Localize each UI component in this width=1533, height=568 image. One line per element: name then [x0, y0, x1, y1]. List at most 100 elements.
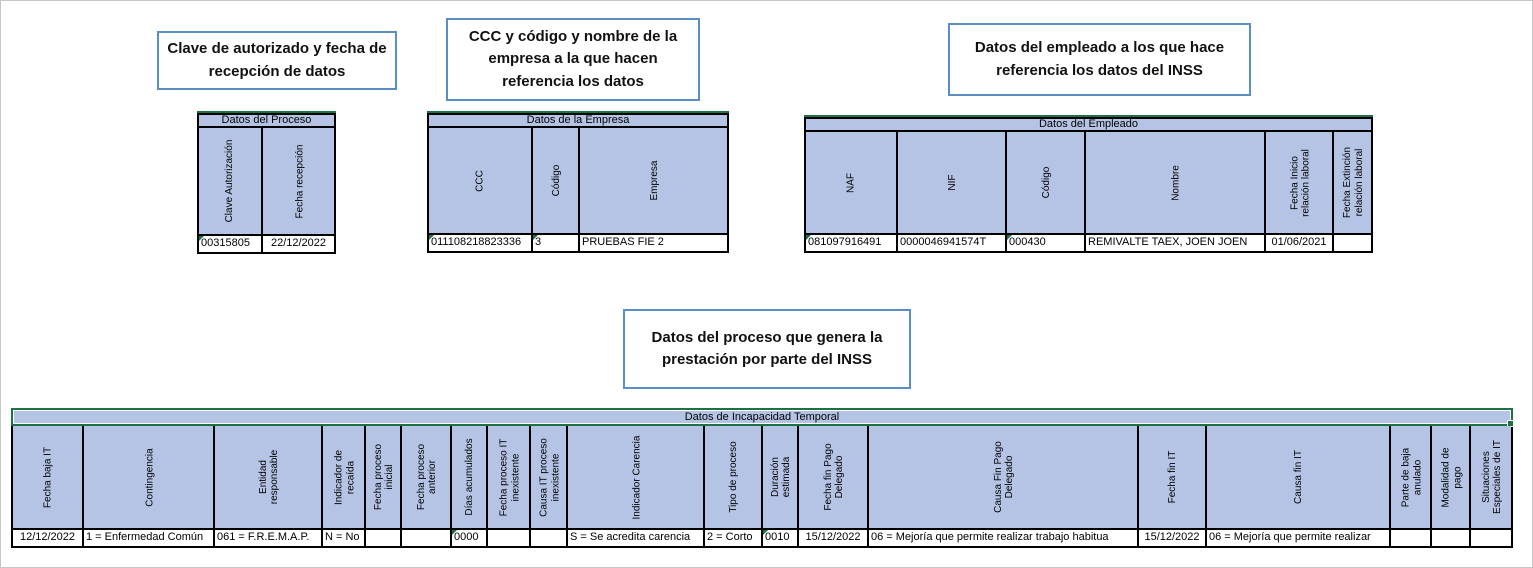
column-header-fecha-inicio-relaci-n-laboral: Fecha Inicio relación laboral — [1264, 132, 1332, 233]
column-header-fecha-fin-it: Fecha fin IT — [1137, 426, 1205, 528]
column-header-label: Fecha proceso IT inexistente — [498, 438, 521, 516]
column-header-d-as-acumulados: Días acumulados — [450, 426, 486, 528]
column-header-label: Modalidad de pago — [1440, 446, 1463, 508]
column-header-naf: NAF — [806, 132, 896, 233]
cell-modalidad-de-pago — [1430, 528, 1469, 546]
column-header-fecha-proceso-anterior: Fecha proceso anterior — [400, 426, 450, 528]
column-header-label: Código — [1040, 166, 1052, 199]
table-grid: NAF NIF Código Nombre Fecha Inicio relación … — [804, 132, 1373, 253]
column-header-label: Fecha Inicio relación laboral — [1288, 148, 1312, 217]
column-header-clave-autorizaci-n: Clave Autorización — [199, 128, 261, 234]
column-header-label: Duración estimada — [769, 456, 793, 498]
column-header-label: Empresa — [648, 160, 660, 201]
column-header-nombre: Nombre — [1084, 132, 1264, 233]
callout-clave-autorizado: Clave de autorizado y fecha de recepción… — [157, 31, 397, 90]
column-header-label: Nombre — [1170, 164, 1182, 201]
column-header-parte-de-baja-anulado: Parte de baja anulado — [1389, 426, 1430, 528]
text-number-flag-icon — [533, 235, 538, 240]
column-header-label: Código — [550, 164, 562, 197]
cell-naf: 081097916491 — [806, 233, 896, 251]
column-header-label: Indicador de recaída — [333, 449, 356, 505]
column-header-label: Fecha fin IT — [1167, 450, 1179, 504]
cell-fecha-proceso-it-inexistente — [486, 528, 529, 546]
column-header-label: Indicador Carencia — [630, 435, 642, 519]
column-header-fecha-proceso-inicial: Fecha proceso inicial — [364, 426, 400, 528]
cell-causa-it-proceso-inexistente — [529, 528, 566, 546]
column-header-label: Fecha proceso inicial — [372, 443, 396, 511]
column-header-label: NAF — [845, 172, 857, 193]
text-number-flag-icon — [199, 236, 204, 241]
cell-indicador-de-reca-da: N = No — [321, 528, 364, 546]
column-header-nif: NIF — [896, 132, 1005, 233]
column-header-ccc: CCC — [429, 128, 531, 233]
table-grid: Fecha baja IT Contingencia Entidad respons… — [11, 426, 1513, 548]
column-header-fecha-extinci-n-relaci-n-laboral: Fecha Extinción relación laboral — [1332, 132, 1371, 233]
text-number-flag-icon — [763, 530, 768, 535]
column-header-indicador-de-reca-da: Indicador de recaída — [321, 426, 364, 528]
table-title-band: Datos de Incapacidad Temporal — [11, 408, 1514, 427]
cell-entidad-responsable: 061 = F.R.E.M.A.P. — [213, 528, 321, 546]
column-header-fecha-baja-it: Fecha baja IT — [13, 426, 82, 528]
column-header-label: Fecha proceso anterior — [415, 443, 439, 511]
column-header-label: Entidad responsable — [257, 449, 281, 505]
cell-empresa: PRUEBAS FIE 2 — [578, 233, 727, 251]
column-header-tipo-de-proceso: Tipo de proceso — [703, 426, 761, 528]
text-number-flag-icon — [1007, 235, 1012, 240]
cell-fecha-extinci-n-relaci-n-laboral — [1332, 233, 1371, 251]
cell-fecha-baja-it: 12/12/2022 — [13, 528, 82, 546]
column-header-indicador-carencia: Indicador Carencia — [566, 426, 703, 528]
column-header-causa-it-proceso-inexistente: Causa IT proceso inexistente — [529, 426, 566, 528]
callout-datos-proceso-inss: Datos del proceso que genera la prestaci… — [623, 309, 911, 389]
table-datos-empresa: Datos de la Empresa CCC Código Empresa 01110… — [427, 111, 729, 253]
column-header-label: Días acumulados — [464, 438, 476, 516]
green-border-line — [804, 115, 1373, 117]
column-header-fecha-proceso-it-inexistente: Fecha proceso IT inexistente — [486, 426, 529, 528]
column-header-c-digo: Código — [1005, 132, 1084, 233]
column-header-label: Contingencia — [143, 447, 155, 507]
column-header-fecha-fin-pago-delegado: Fecha fin Pago Delegado — [797, 426, 867, 528]
table-datos-incapacidad-temporal: Datos de Incapacidad Temporal Fecha baja … — [11, 408, 1514, 548]
cell-nif: 0000046941574T — [896, 233, 1005, 251]
table-datos-proceso: Datos del Proceso Clave Autorización Fecha… — [197, 111, 336, 254]
column-header-entidad-responsable: Entidad responsable — [213, 426, 321, 528]
cell-fecha-proceso-anterior — [400, 528, 450, 546]
cell-indicador-carencia: S = Se acredita carencia — [566, 528, 703, 546]
table-title: Datos del Empleado — [804, 117, 1373, 132]
column-header-label: Parte de baja anulado — [1400, 447, 1423, 507]
column-header-label: Fecha Extinción relación laboral — [1342, 146, 1365, 219]
cell-d-as-acumulados: 0000 — [450, 528, 486, 546]
cell-fecha-proceso-inicial — [364, 528, 400, 546]
green-border-line — [197, 111, 336, 113]
column-header-label: Fecha baja IT — [41, 446, 53, 508]
table-grid: CCC Código Empresa 011108218823336 3 PRUEBAS … — [427, 128, 729, 253]
column-header-label: Causa Fin Pago Delegado — [992, 441, 1016, 513]
cell-tipo-de-proceso: 2 = Corto — [703, 528, 761, 546]
cell-fecha-fin-pago-delegado: 15/12/2022 — [797, 528, 867, 546]
column-header-label: Tipo de proceso — [728, 441, 740, 513]
text-number-flag-icon — [429, 235, 434, 240]
cell-clave-autorizaci-n: 00315805 — [199, 234, 261, 252]
column-header-situaciones-especiales-de-it: Situaciones Especiales de IT — [1469, 426, 1511, 528]
column-header-contingencia: Contingencia — [82, 426, 213, 528]
column-header-fecha-recepci-n: Fecha recepción — [261, 128, 334, 234]
cell-fecha-inicio-relaci-n-laboral: 01/06/2021 — [1264, 233, 1332, 251]
column-header-label: Causa fin IT — [1293, 450, 1305, 504]
cell-causa-fin-it: 06 = Mejoría que permite realizar — [1205, 528, 1389, 546]
cell-c-digo: 000430 — [1005, 233, 1084, 251]
callout-datos-empleado: Datos del empleado a los que hace refere… — [948, 23, 1251, 96]
text-number-flag-icon — [452, 530, 457, 535]
cell-fecha-recepci-n: 22/12/2022 — [261, 234, 334, 252]
column-header-label: CCC — [474, 169, 486, 192]
column-header-causa-fin-pago-delegado: Causa Fin Pago Delegado — [867, 426, 1137, 528]
table-datos-empleado: Datos del Empleado NAF NIF Código Nombre Fech… — [804, 115, 1373, 253]
callout-ccc-empresa: CCC y código y nombre de la empresa a la… — [446, 18, 700, 101]
column-header-duraci-n-estimada: Duración estimada — [761, 426, 797, 528]
cell-situaciones-especiales-de-it — [1469, 528, 1511, 546]
table-grid: Clave Autorización Fecha recepción 0031580… — [197, 128, 336, 254]
cell-duraci-n-estimada: 0010 — [761, 528, 797, 546]
column-header-c-digo: Código — [531, 128, 578, 233]
cell-causa-fin-pago-delegado: 06 = Mejoría que permite realizar trabaj… — [867, 528, 1137, 546]
column-header-modalidad-de-pago: Modalidad de pago — [1430, 426, 1469, 528]
table-title: Datos de la Empresa — [427, 113, 729, 128]
